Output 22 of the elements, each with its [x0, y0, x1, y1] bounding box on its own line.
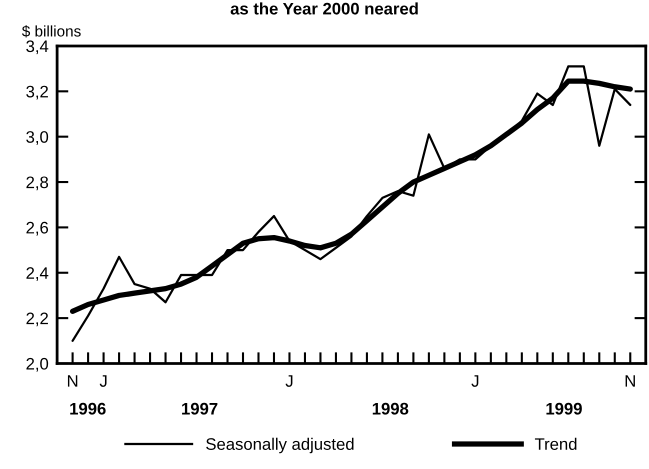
x-tick-label: N — [68, 375, 78, 387]
legend-label: Trend — [534, 438, 576, 450]
text: 1996 — [70, 402, 106, 415]
x-tick-label: J — [286, 375, 292, 387]
text: 1999 — [546, 402, 582, 415]
y-tick-label: 2,6 — [26, 222, 48, 236]
y-axis-title: $ billions — [22, 25, 81, 38]
line-series — [71, 65, 632, 342]
y-tick-label: 2,4 — [26, 267, 48, 281]
y-tick-label: 3,0 — [26, 131, 48, 145]
chart-title: as the Year 2000 neared — [230, 2, 418, 15]
y-tick-label: 3,4 — [26, 40, 48, 54]
x-tick-label: J — [471, 375, 478, 387]
y-tick-label: 2,8 — [26, 176, 48, 190]
text: 1998 — [372, 402, 408, 415]
y-tick-label: 2,2 — [26, 312, 48, 326]
y-tick-label: 3,2 — [26, 86, 48, 100]
y-tick-label: 2,0 — [26, 358, 48, 372]
legend-label: Seasonally adjusted — [206, 438, 354, 454]
x-tick-label: N — [626, 375, 635, 387]
x-tick-label: J — [100, 375, 107, 387]
text: 1997 — [182, 402, 218, 415]
